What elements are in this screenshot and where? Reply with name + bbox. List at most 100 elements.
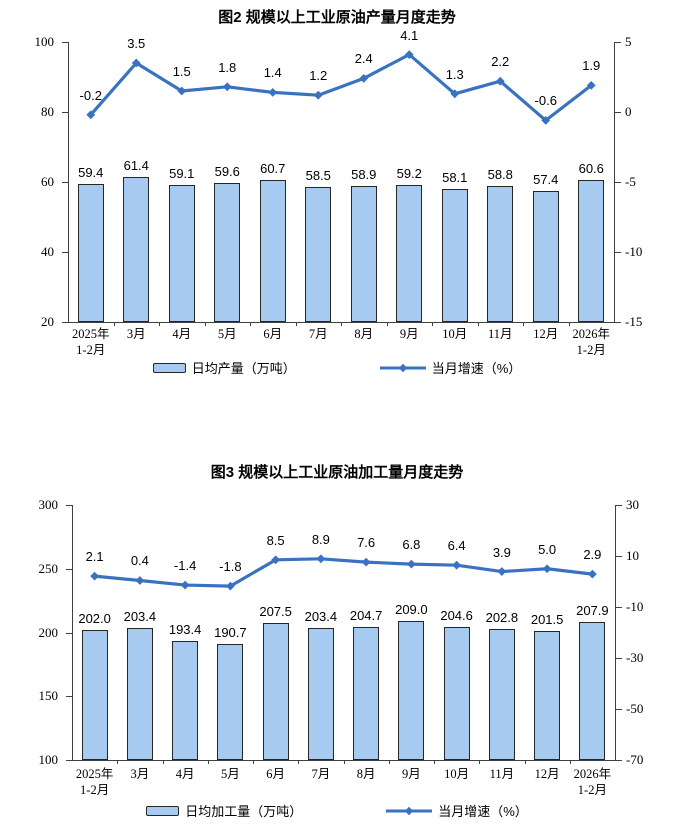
y-axis-tick-label: 150: [38, 688, 59, 704]
bar: [217, 644, 244, 760]
x-axis-label: 6月: [266, 767, 285, 781]
line-marker-diamond: [586, 81, 596, 90]
line-marker-diamond: [316, 554, 326, 564]
line-point-label: 2.2: [491, 54, 510, 70]
bar-value-label: 59.6: [214, 164, 240, 180]
legend-bar-label: 日均加工量（万吨）: [185, 804, 303, 819]
bar-value-label: 203.4: [123, 609, 157, 625]
x-axis-label: 6月: [263, 327, 283, 341]
x-axis-tick: [477, 322, 479, 326]
x-axis-tick: [388, 760, 390, 764]
bar-value-label: 60.6: [578, 160, 604, 176]
legend-line-series: 当月增速（%）: [379, 358, 522, 377]
line-marker-diamond: [313, 90, 323, 100]
right-axis-tick: [616, 505, 622, 506]
line-marker-diamond: [135, 576, 145, 585]
line-point-label: -1.8: [219, 559, 242, 575]
line-point-label: -0.2: [79, 87, 102, 103]
x-axis-label: 10月: [444, 767, 470, 781]
bar-value-label: 59.1: [169, 166, 195, 182]
line-marker-diamond: [495, 76, 505, 86]
x-axis-label: 12月: [533, 327, 559, 341]
x-axis-tick: [204, 322, 206, 326]
x-axis-label: 7月: [311, 767, 331, 781]
x-axis-tick: [250, 322, 251, 326]
legend-bar-series: 日均产量（万吨）: [152, 358, 296, 377]
line-point-label: 7.6: [357, 535, 376, 551]
x-axis-label: 3月: [126, 327, 146, 341]
x-axis-label: 2026年 1-2月: [572, 327, 610, 357]
x-axis-tick: [343, 760, 345, 764]
bar: [443, 626, 470, 760]
line-point-label: 2.1: [85, 549, 104, 565]
x-axis-label: 7月: [308, 327, 328, 341]
bar: [398, 621, 425, 760]
x-axis-tick: [568, 322, 570, 326]
right-axis-tick: [616, 658, 622, 659]
x-axis-label: 4月: [172, 327, 192, 341]
bar-series-swatch: [146, 805, 180, 816]
line-marker-diamond: [587, 569, 597, 579]
x-axis-label: 2026年 1-2月: [573, 767, 612, 797]
left-axis-line: [68, 42, 69, 322]
right-axis-tick: [616, 607, 622, 608]
line-series-swatch: [386, 806, 433, 815]
legend-line-label: 当月增速（%）: [431, 361, 522, 376]
line-marker-diamond: [542, 564, 552, 574]
bar: [578, 179, 605, 322]
bar-value-label: 202.8: [485, 609, 519, 625]
y-axis-tick-label: 40: [41, 244, 54, 259]
secondary-y-axis-tick-label: -10: [626, 599, 644, 614]
bar: [350, 185, 377, 322]
line-point-label: 0.4: [130, 553, 149, 569]
line-marker-diamond: [86, 110, 96, 120]
bar: [172, 640, 199, 760]
x-axis-label: 12月: [534, 767, 560, 781]
x-axis-tick: [523, 322, 524, 326]
secondary-y-axis-tick-label: 30: [626, 497, 639, 512]
x-axis-tick: [298, 760, 300, 764]
bar: [262, 622, 289, 760]
bar-value-label: 58.5: [305, 168, 331, 184]
line-point-label: 2.9: [583, 547, 602, 563]
x-axis-label: 2025年 1-2月: [71, 327, 110, 357]
x-axis-label: 4月: [175, 767, 195, 781]
x-axis-tick: [569, 760, 571, 764]
bar: [168, 185, 195, 322]
left-axis-tick: [62, 252, 68, 253]
line-marker-diamond: [180, 580, 190, 590]
left-axis-tick: [66, 632, 72, 634]
line-point-label: 8.9: [311, 531, 330, 547]
secondary-y-axis-tick-label: -70: [626, 752, 644, 767]
x-axis-label: 11月: [487, 327, 513, 341]
legend-line-marker: [398, 363, 407, 372]
bar-value-label: 60.7: [260, 160, 286, 176]
x-axis-tick: [434, 760, 435, 764]
x-axis-tick: [341, 322, 342, 326]
bar: [81, 629, 108, 760]
secondary-y-axis-tick-label: -30: [626, 650, 644, 665]
x-axis-label: 10月: [442, 327, 468, 341]
bar-value-label: 57.4: [533, 172, 559, 188]
line-point-label: 8.5: [266, 532, 285, 548]
x-axis-label: 5月: [220, 767, 240, 781]
line-marker-diamond: [271, 555, 281, 565]
left-axis-tick: [62, 112, 68, 113]
chart2-title: 图2 规模以上工业原油产量月度走势: [218, 9, 456, 26]
right-axis-tick: [615, 112, 621, 113]
bar: [534, 630, 561, 760]
bar: [123, 177, 150, 322]
left-axis-tick: [62, 182, 68, 183]
line-marker-diamond: [131, 58, 141, 68]
x-axis-tick: [479, 760, 481, 764]
x-axis-tick: [113, 322, 115, 326]
bar: [532, 191, 559, 322]
legend-line-series: 当月增速（%）: [386, 801, 528, 820]
line-marker-diamond: [404, 50, 414, 59]
x-axis-label: 5月: [217, 327, 237, 341]
bar-value-label: 207.9: [576, 603, 609, 619]
left-axis-tick: [62, 42, 68, 43]
